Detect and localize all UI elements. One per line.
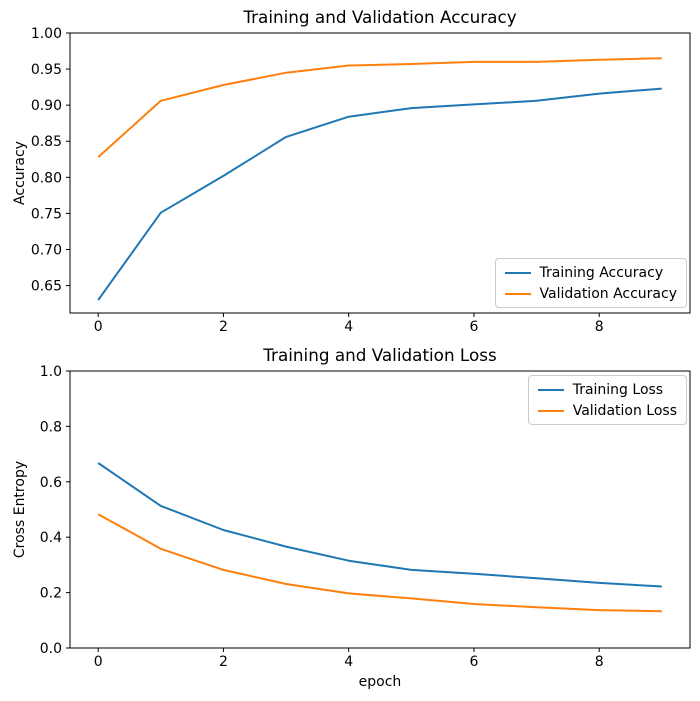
legend-item: Training Loss (537, 380, 677, 399)
y-tick-label: 0.6 (40, 475, 62, 491)
y-tick-label: 0.85 (31, 134, 62, 150)
y-tick-label: 0.80 (31, 170, 62, 186)
x-tick-label: 6 (469, 654, 478, 670)
legend-line-swatch (537, 409, 564, 412)
legend-line-swatch (537, 388, 564, 391)
legend-item: Validation Loss (537, 401, 677, 420)
x-axis-label: epoch (359, 674, 402, 690)
legend-line-swatch (504, 271, 531, 274)
x-tick-label: 0 (94, 319, 103, 335)
y-tick-label: 1.0 (40, 364, 62, 380)
x-tick-label: 8 (595, 654, 604, 670)
legend-label: Training Loss (572, 381, 664, 398)
legend-label: Training Accuracy (539, 264, 664, 281)
loss-chart-title: Training and Validation Loss (262, 345, 496, 365)
accuracy-y-axis-label: Accuracy (12, 141, 28, 205)
x-tick-label: 0 (94, 654, 103, 670)
loss-y-axis-label: Cross Entropy (12, 461, 28, 558)
y-tick-label: 1.00 (31, 26, 62, 42)
x-tick-label: 6 (469, 319, 478, 335)
legend-line-swatch (504, 292, 531, 295)
x-tick-label: 2 (219, 319, 228, 335)
y-tick-label: 0.90 (31, 98, 62, 114)
y-tick-label: 0.2 (40, 586, 62, 602)
x-tick-label: 4 (344, 654, 353, 670)
training-loss-line (97, 462, 662, 588)
x-tick-label: 2 (219, 654, 228, 670)
validation-loss-line (97, 513, 662, 613)
y-tick-label: 0.8 (40, 419, 62, 435)
training-accuracy-line (97, 87, 662, 301)
y-tick-label: 0.70 (31, 242, 62, 258)
y-tick-label: 0.95 (31, 62, 62, 78)
accuracy-subplot: 0 2 4 6 8 0.65 0.70 0.75 0.80 0.85 0.90 0.95 1.00 Tra… (12, 7, 691, 335)
y-tick-label: 0.65 (31, 279, 62, 295)
y-tick-label: 0.75 (31, 206, 62, 222)
accuracy-legend: Training Accuracy Validation Accuracy (494, 258, 687, 308)
y-tick-label: 0.0 (40, 641, 62, 657)
plot-border (69, 370, 691, 649)
plot-border (69, 32, 691, 314)
validation-accuracy-line (97, 57, 662, 158)
x-tick-label: 8 (595, 319, 604, 335)
y-tick-label: 0.4 (40, 530, 62, 546)
legend-item: Training Accuracy (504, 263, 678, 282)
accuracy-chart-title: Training and Validation Accuracy (242, 7, 516, 27)
legend-label: Validation Accuracy (539, 285, 678, 302)
loss-legend: Training Loss Validation Loss (527, 375, 687, 425)
legend-item: Validation Accuracy (504, 284, 678, 303)
legend-label: Validation Loss (572, 402, 677, 419)
loss-subplot: 0 2 4 6 8 0.0 0.2 0.4 0.6 0.8 1.0 Training and Vali… (12, 345, 691, 690)
x-tick-label: 4 (344, 319, 353, 335)
